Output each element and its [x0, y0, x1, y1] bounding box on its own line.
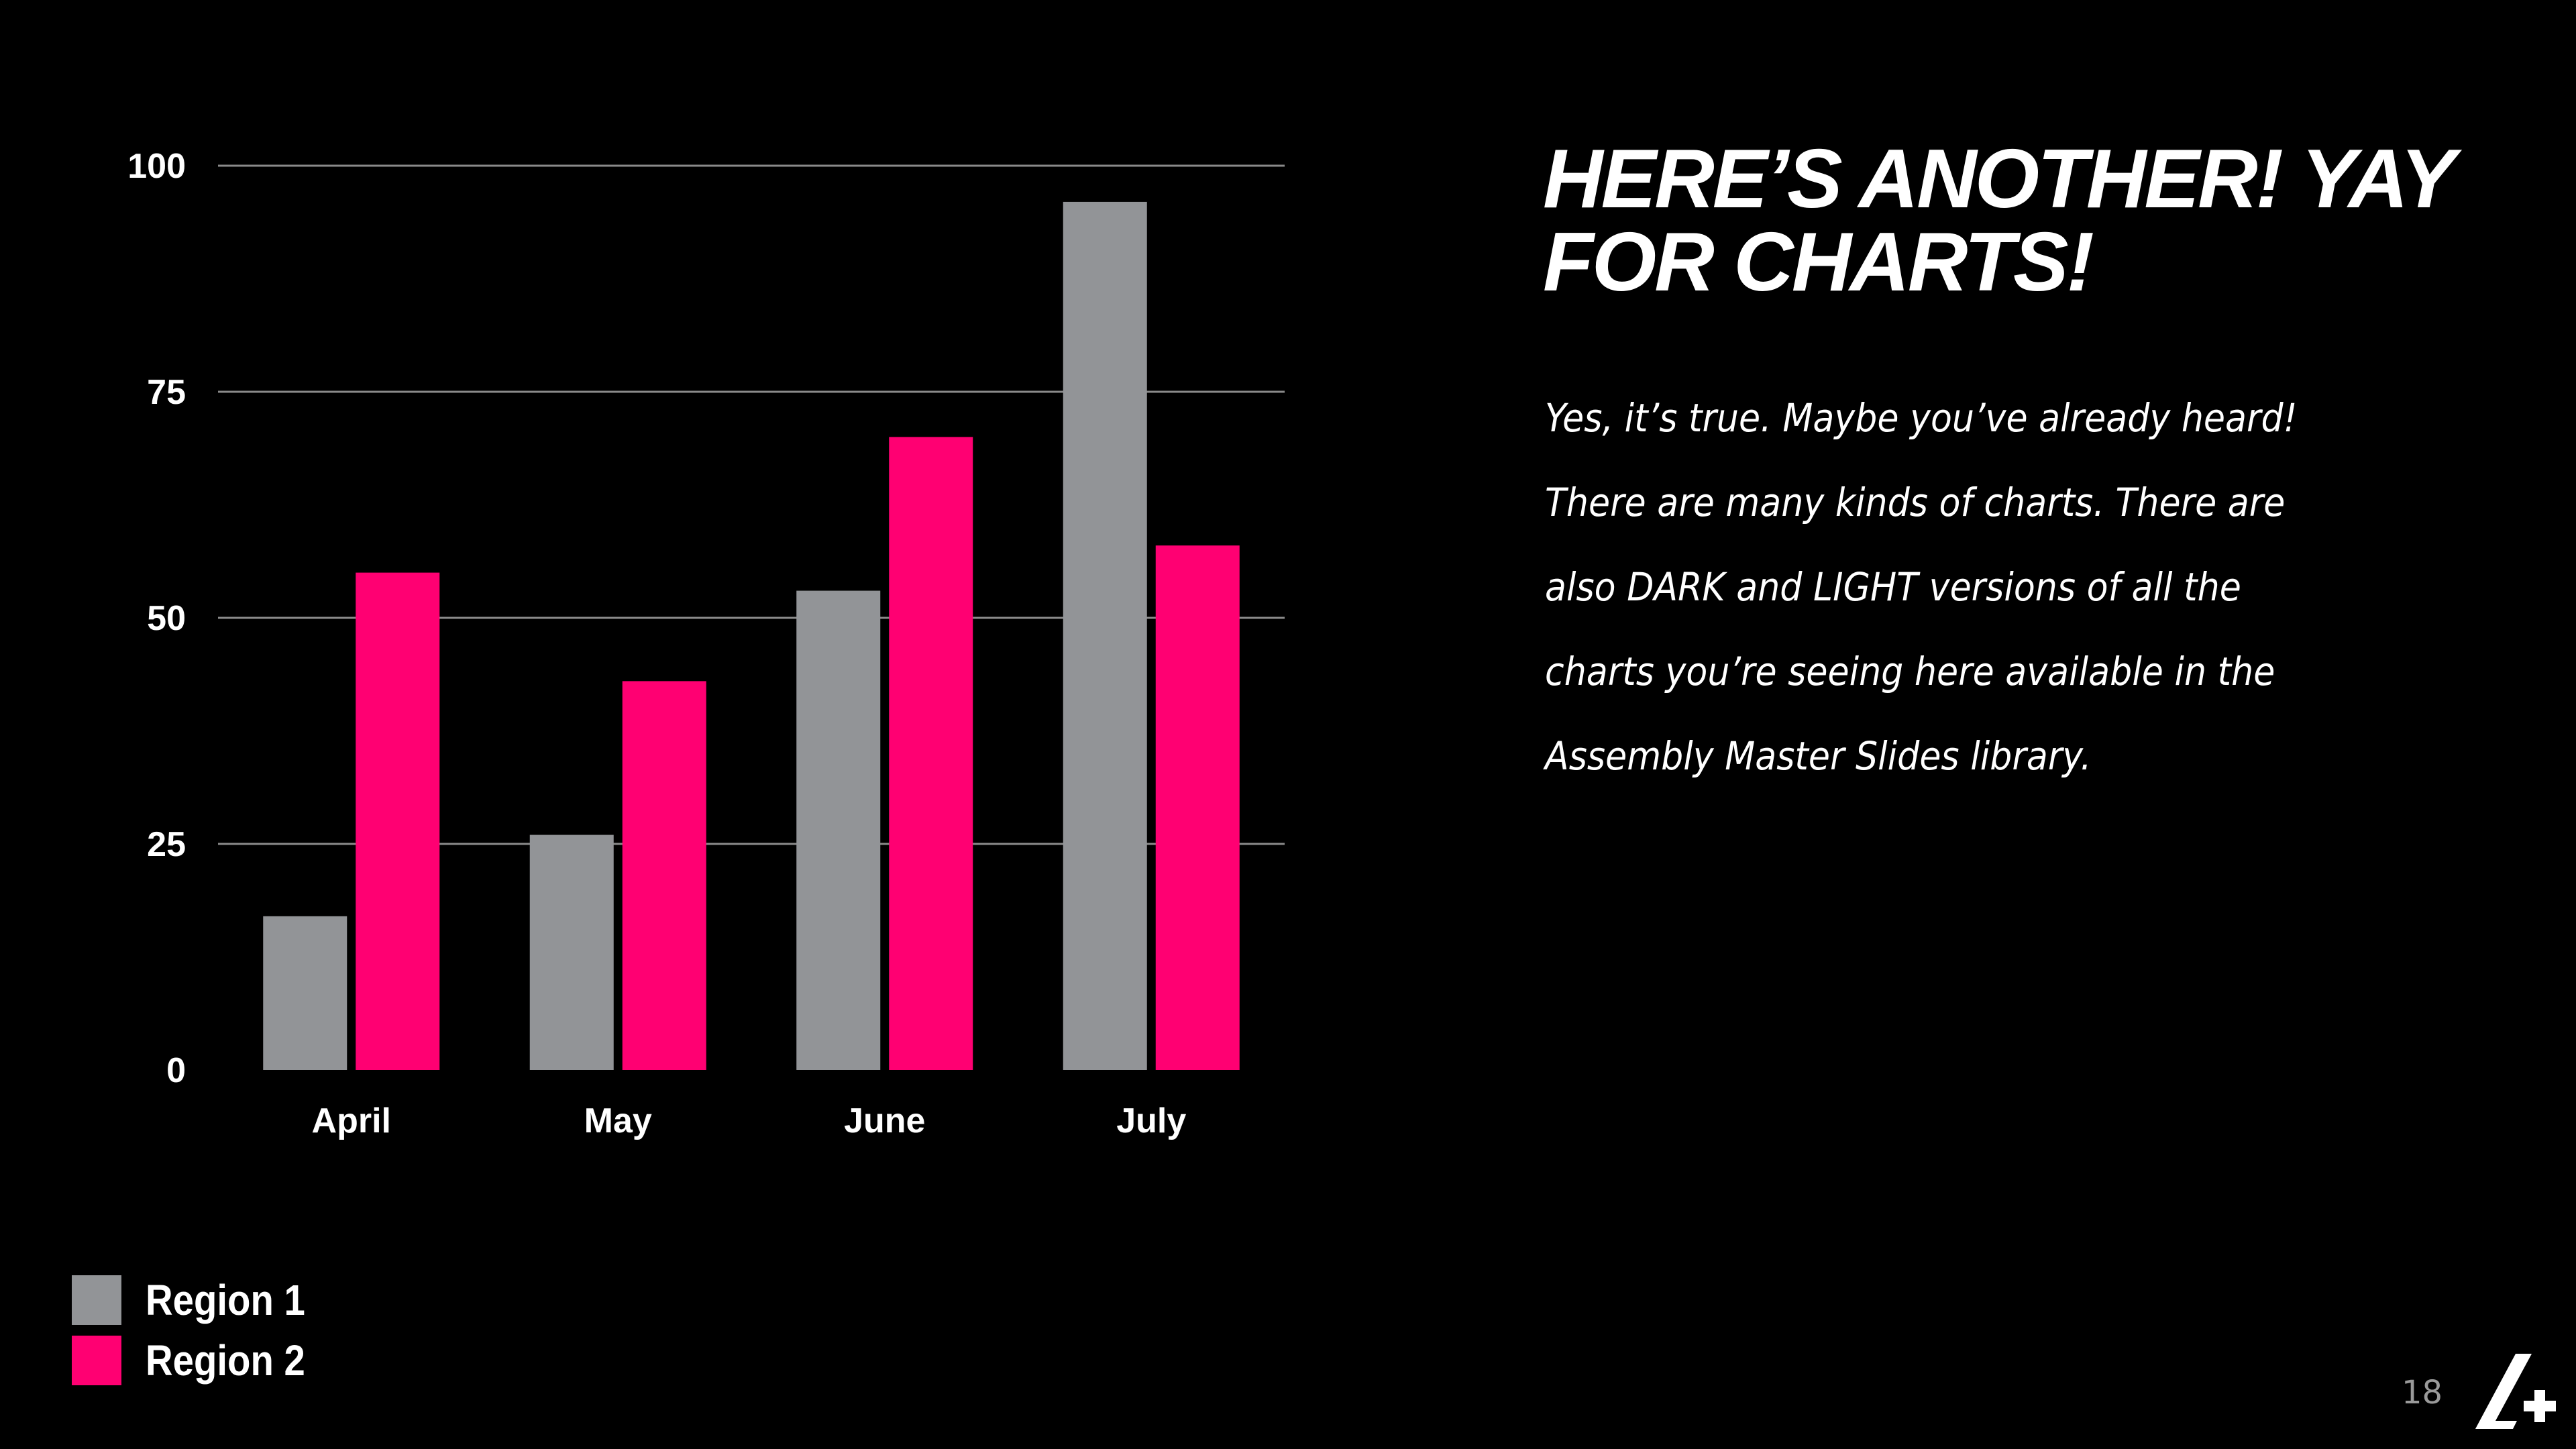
bar-1-may [529, 835, 614, 1070]
x-tick-label: July [1116, 1102, 1186, 1140]
bar-2-june [889, 437, 973, 1070]
chart-legend: Region 1 Region 2 [72, 1270, 327, 1391]
bar-2-april [356, 572, 440, 1070]
y-tick-label: 25 [147, 825, 186, 864]
body-line: Yes, it’s true. Maybe you’ve already hea… [1545, 395, 2298, 441]
body-line: charts you’re seeing here available in t… [1545, 649, 2275, 694]
chart-bars [263, 201, 1240, 1070]
legend-item-region-2: Region 2 [72, 1330, 327, 1391]
x-tick-label: June [844, 1102, 925, 1140]
x-tick-label: May [584, 1102, 652, 1140]
body-line: Assembly Master Slides library. [1545, 733, 2092, 779]
x-axis-ticks: April May June July [312, 1102, 1187, 1140]
assembly-logo-icon [2475, 1354, 2556, 1429]
y-tick-label: 50 [147, 599, 186, 638]
legend-label-region-2: Region 2 [146, 1336, 305, 1385]
bar-chart: 0 25 50 75 100 April May June July [127, 147, 1285, 1140]
page-number: 18 [2402, 1374, 2443, 1411]
slide-body-text: Yes, it’s true. Maybe you’ve already hea… [1545, 376, 2484, 798]
x-tick-label: April [312, 1102, 391, 1140]
bar-1-june [796, 590, 881, 1070]
legend-swatch-region-2 [72, 1336, 121, 1385]
bar-1-april [263, 916, 347, 1070]
bar-2-may [622, 681, 706, 1070]
y-tick-label: 100 [127, 147, 186, 186]
y-axis-ticks: 0 25 50 75 100 [127, 147, 186, 1090]
body-line: also DARK and LIGHT versions of all the [1545, 564, 2241, 610]
legend-swatch-region-1 [72, 1275, 121, 1325]
bar-1-july [1063, 201, 1147, 1070]
body-line: There are many kinds of charts. There ar… [1545, 480, 2286, 525]
bar-2-july [1155, 545, 1240, 1070]
legend-item-region-1: Region 1 [72, 1270, 327, 1330]
legend-label-region-1: Region 1 [146, 1276, 305, 1324]
y-tick-label: 0 [166, 1051, 186, 1090]
slide-title: HERE’S ANOTHER! YAY FOR CHARTS! [1543, 133, 2454, 309]
y-tick-label: 75 [147, 373, 186, 412]
